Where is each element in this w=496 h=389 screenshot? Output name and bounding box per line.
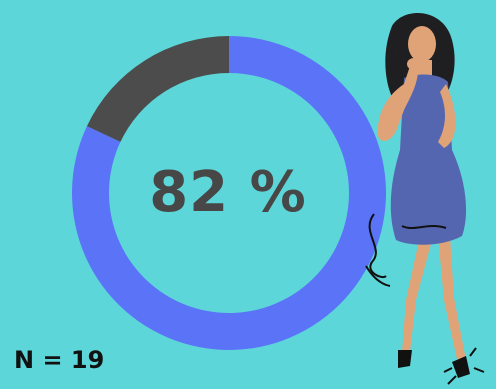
thinking-woman-illustration [365, 13, 485, 385]
sample-size-label: N = 19 [14, 346, 105, 374]
donut-chart [72, 36, 387, 350]
center-percentage-label: 82 % [149, 159, 307, 225]
donut-slice-1 [86, 36, 229, 142]
